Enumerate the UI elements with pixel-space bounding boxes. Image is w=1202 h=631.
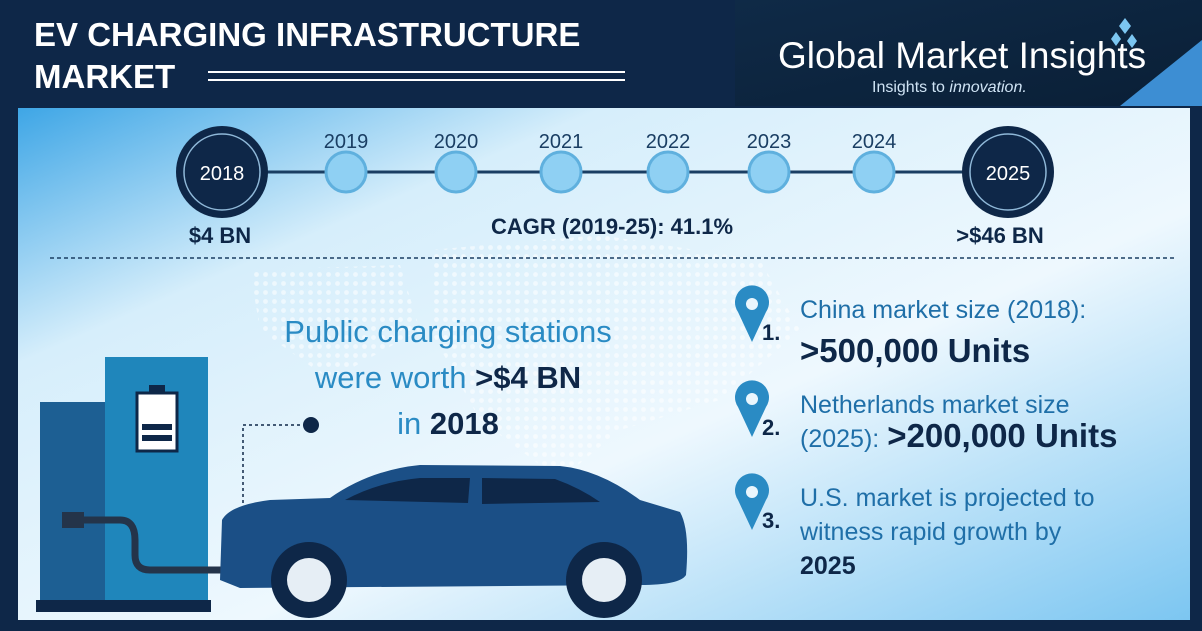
year-node xyxy=(962,126,1054,218)
cagr: CAGR (2019-25): 41.1% xyxy=(491,214,733,239)
facts: 1. China market size (2018): >500,000 Unit… xyxy=(735,285,1117,580)
location-pin xyxy=(735,285,769,342)
logo-box xyxy=(735,0,1202,106)
fact-number: 1. xyxy=(762,320,780,345)
logo-tagline: Insights to innovation. xyxy=(872,79,1027,96)
fact-text: Netherlands market size xyxy=(800,391,1070,419)
year-node-ring xyxy=(183,133,261,211)
station-back xyxy=(40,402,110,602)
fact-text: (2025): >200,000 Units xyxy=(800,417,1117,454)
title-line: MARKET xyxy=(34,58,175,95)
year-label: 2018 xyxy=(200,163,245,185)
year-label: 2021 xyxy=(539,131,584,153)
callout-line xyxy=(242,424,305,515)
year-label: 2024 xyxy=(852,131,897,153)
fact-number: 2. xyxy=(762,415,780,440)
station-base xyxy=(36,600,211,612)
fact-line: U.S. market is projected to xyxy=(800,484,1095,512)
highlight-text: were worth xyxy=(314,360,467,395)
battery-icon xyxy=(135,391,179,453)
tagline-text: Insights to xyxy=(872,79,945,96)
end-value: >$46 BN xyxy=(956,223,1043,248)
fact-line: (2025): xyxy=(800,425,879,453)
fact-value: 2025 xyxy=(800,552,856,580)
year-node xyxy=(324,150,368,194)
year-label: 2023 xyxy=(747,131,792,153)
battery-bar xyxy=(142,424,172,430)
fact-value: >200,000 Units xyxy=(887,417,1117,454)
battery-tip xyxy=(149,385,165,393)
start-value: $4 BN xyxy=(189,223,251,248)
rim xyxy=(582,558,626,602)
pin-hole xyxy=(746,486,758,498)
logo-name: Global Market Insights xyxy=(778,35,1146,76)
cable xyxy=(80,516,240,574)
fact-line: China market size (2018): xyxy=(800,296,1086,324)
highlight-text: in xyxy=(397,406,421,441)
year-label: 2025 xyxy=(986,163,1031,185)
highlight-line: Public charging stations xyxy=(284,314,611,349)
year-label: 2022 xyxy=(646,131,691,153)
year-node xyxy=(539,150,583,194)
location-pin xyxy=(735,473,769,530)
pin-hole xyxy=(746,298,758,310)
car-window xyxy=(345,478,600,504)
world-map-dots xyxy=(250,235,800,480)
callout-dot xyxy=(303,417,319,433)
highlight-line: in 2018 xyxy=(397,406,499,441)
fact-text: witness rapid growth by xyxy=(799,518,1062,546)
year-label: 2019 xyxy=(324,131,369,153)
year-node xyxy=(176,126,268,218)
highlight-line: were worth >$4 BN xyxy=(314,360,581,395)
logo-icon xyxy=(1111,18,1137,48)
rim xyxy=(287,558,331,602)
title-line: EV CHARGING INFRASTRUCTURE xyxy=(34,16,580,53)
year-node xyxy=(434,150,478,194)
tagline-text: innovation. xyxy=(949,79,1026,96)
logo-corner xyxy=(1120,40,1202,106)
fact-text: U.S. market is projected to xyxy=(800,484,1095,512)
location-pin xyxy=(735,380,769,437)
year-node xyxy=(646,150,690,194)
timeline: 2018 2019 2020 2021 2022 2023 2024 2025 xyxy=(176,126,1054,218)
fact-value: >500,000 Units xyxy=(800,332,1030,369)
year-node xyxy=(852,150,896,194)
pin-hole xyxy=(746,393,758,405)
year-node-ring xyxy=(969,133,1047,211)
fact-text: China market size (2018): xyxy=(800,296,1086,324)
year-label: 2020 xyxy=(434,131,479,153)
plug xyxy=(62,512,84,528)
fact-number: 3. xyxy=(762,508,780,533)
highlight-value: 2018 xyxy=(430,406,499,441)
highlight-value: >$4 BN xyxy=(475,360,581,395)
year-node xyxy=(747,150,791,194)
fact-line: witness rapid growth by xyxy=(799,518,1062,546)
battery-bar xyxy=(142,435,172,441)
fact-line: Netherlands market size xyxy=(800,391,1070,419)
